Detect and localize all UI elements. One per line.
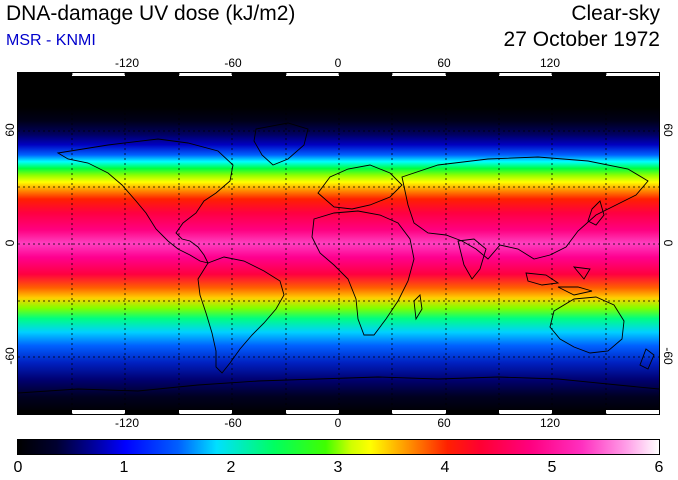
- lon-label-bottom: 60: [437, 416, 451, 430]
- lon-label-top: 120: [539, 56, 561, 70]
- lat-label-left: 0: [3, 239, 17, 247]
- coast-japan: [587, 200, 605, 226]
- lat-label-left: -60: [3, 347, 17, 365]
- coast-indonesia: [525, 266, 593, 296]
- colorbar-label: 6: [654, 459, 664, 476]
- colorbar-label: 5: [547, 459, 557, 476]
- map-overlay: [18, 73, 659, 414]
- coast-madagascar: [413, 294, 423, 321]
- colorbar-label: 3: [333, 459, 343, 476]
- coast-north-america: [56, 138, 234, 264]
- lon-label-bottom: -60: [224, 416, 242, 430]
- lon-label-bottom: 120: [539, 416, 561, 430]
- coast-europe: [317, 164, 403, 210]
- colorbar-label: 2: [226, 459, 236, 476]
- sky-condition: Clear-sky: [571, 2, 660, 25]
- coast-south-america: [197, 256, 285, 374]
- lat-label-right: -60: [661, 347, 675, 365]
- coast-antarctica: [18, 376, 659, 394]
- coast-india: [457, 238, 487, 280]
- coastlines: [18, 122, 659, 394]
- lon-label-top: 60: [437, 56, 451, 70]
- graticule: [18, 73, 659, 414]
- frame-ticks: [18, 73, 659, 414]
- lon-label-bottom: 0: [334, 416, 342, 430]
- colorbar-label: 0: [13, 459, 23, 476]
- coast-africa: [311, 210, 415, 336]
- lat-label-left: 60: [3, 123, 17, 137]
- coast-greenland: [253, 122, 309, 166]
- lon-label-top: -60: [224, 56, 242, 70]
- chart-subtitle: MSR - KNMI: [6, 32, 96, 49]
- uv-dose-map: [17, 72, 660, 415]
- colorbar: [17, 439, 660, 455]
- chart-title: DNA-damage UV dose (kJ/m2): [6, 2, 296, 25]
- coast-new-zealand: [639, 348, 655, 370]
- lon-label-bottom: -120: [114, 416, 140, 430]
- lon-label-top: -120: [114, 56, 140, 70]
- coast-australia: [549, 296, 625, 354]
- chart-date: 27 October 1972: [503, 28, 660, 51]
- lon-label-top: 0: [334, 56, 342, 70]
- lat-label-right: 0: [661, 239, 675, 247]
- colorbar-label: 1: [119, 459, 129, 476]
- coast-asia: [401, 156, 649, 260]
- colorbar-label: 4: [440, 459, 450, 476]
- lat-label-right: 60: [661, 123, 675, 137]
